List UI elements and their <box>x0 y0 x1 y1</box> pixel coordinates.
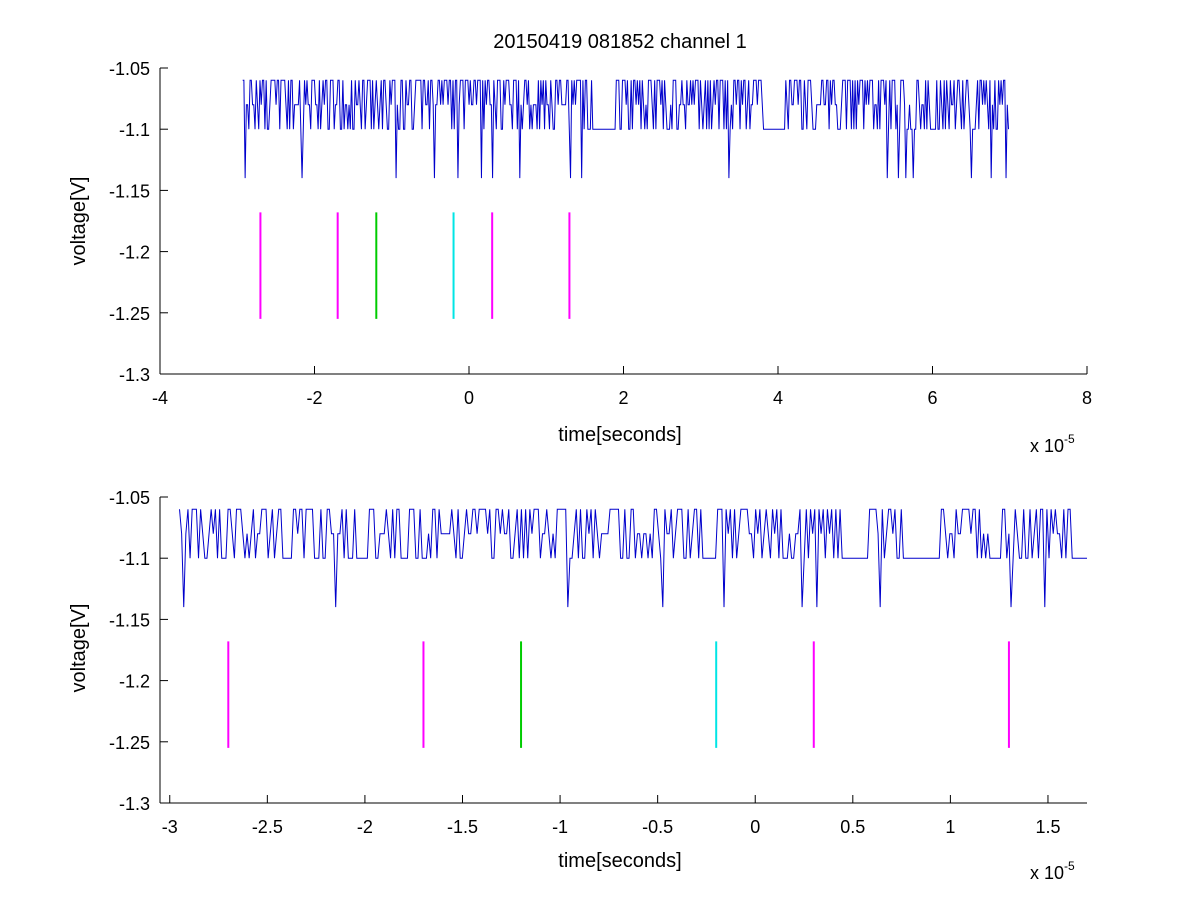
top-y-tick-label: -1.25 <box>109 304 150 324</box>
top-plot: 20150419 081852 channel 1 time[seconds] … <box>68 31 1092 456</box>
top-x-tick-label: 0 <box>464 388 474 408</box>
top-x-tick-label: 6 <box>927 388 937 408</box>
top-y-tick-label: -1.2 <box>119 243 150 263</box>
top-x-multiplier-base: x 10 <box>1030 436 1064 456</box>
top-y-tick-label: -1.3 <box>119 365 150 385</box>
bottom-x-tick-label: -0.5 <box>642 817 673 837</box>
top-x-tick-label: 2 <box>618 388 628 408</box>
bottom-y-axis-label: voltage[V] <box>68 604 90 693</box>
top-x-multiplier-exponent: -5 <box>1064 432 1075 446</box>
top-signal-line <box>242 79 1010 179</box>
top-x-tick-label: -4 <box>152 388 168 408</box>
top-x-tick-label: -2 <box>306 388 322 408</box>
chart-title: 20150419 081852 channel 1 <box>493 31 747 53</box>
bottom-y-tick-label: -1.15 <box>109 610 150 630</box>
bottom-x-tick-label: 0 <box>750 817 760 837</box>
top-y-tick-label: -1.05 <box>109 59 150 79</box>
top-x-multiplier: x 10-5 <box>1030 432 1075 456</box>
top-y-tick-label: -1.1 <box>119 120 150 140</box>
bottom-y-tick-label: -1.1 <box>119 549 150 569</box>
bottom-y-tick-label: -1.2 <box>119 672 150 692</box>
bottom-x-tick-label: -3 <box>162 817 178 837</box>
top-x-tick-label: 4 <box>773 388 783 408</box>
top-x-axis-label: time[seconds] <box>558 424 681 446</box>
bottom-x-tick-label: -2 <box>357 817 373 837</box>
bottom-x-tick-label: -2.5 <box>252 817 283 837</box>
bottom-x-tick-label: 1 <box>945 817 955 837</box>
bottom-x-tick-label: 0.5 <box>840 817 865 837</box>
bottom-y-tick-label: -1.25 <box>109 733 150 753</box>
bottom-x-multiplier-base: x 10 <box>1030 863 1064 883</box>
bottom-x-tick-label: -1.5 <box>447 817 478 837</box>
bottom-plot: time[seconds] voltage[V] x 10-5 -3 -2.5 -2… <box>68 488 1087 883</box>
bottom-x-tick-label: 1.5 <box>1035 817 1060 837</box>
top-y-tick-label: -1.15 <box>109 181 150 201</box>
bottom-x-multiplier-exponent: -5 <box>1064 859 1075 873</box>
bottom-signal-line <box>179 508 1087 608</box>
top-x-tick-label: 8 <box>1082 388 1092 408</box>
bottom-y-tick-label: -1.3 <box>119 794 150 814</box>
bottom-x-axis-label: time[seconds] <box>558 850 681 872</box>
top-y-axis-label: voltage[V] <box>68 177 90 266</box>
bottom-y-tick-label: -1.05 <box>109 488 150 508</box>
bottom-x-multiplier: x 10-5 <box>1030 859 1075 883</box>
bottom-x-tick-label: -1 <box>552 817 568 837</box>
